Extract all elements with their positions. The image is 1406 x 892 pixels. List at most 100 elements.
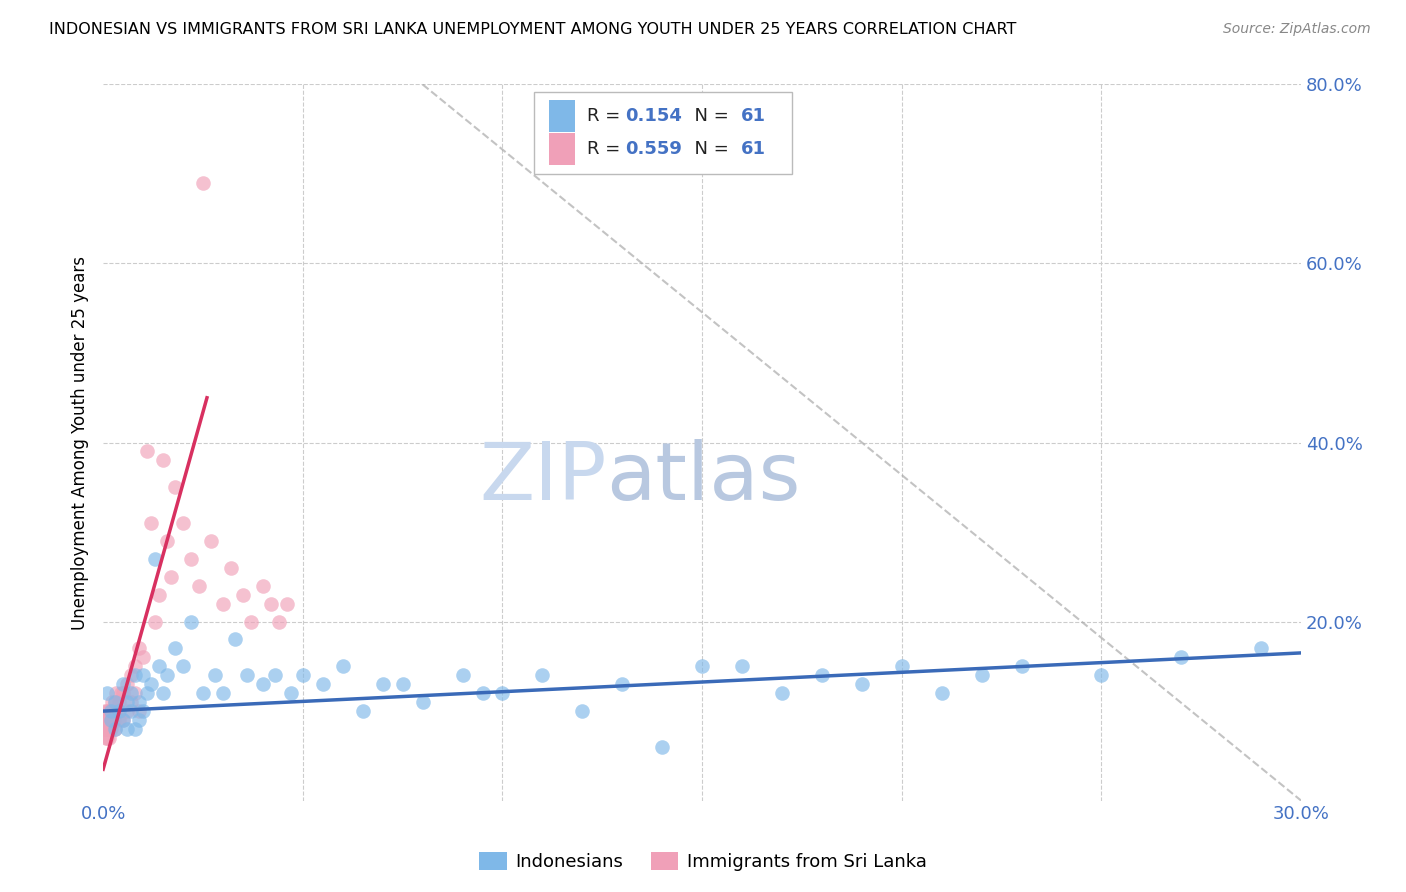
Point [132, 668, 155, 682]
Text: 61: 61 [741, 140, 765, 158]
Point [110, 686, 132, 700]
Point [371, 677, 394, 691]
Point [148, 659, 170, 673]
Point [1170, 650, 1192, 665]
Point [96, 704, 118, 718]
Point [172, 659, 194, 673]
Point [148, 588, 170, 602]
Point [98, 722, 121, 736]
Point [100, 704, 122, 718]
Text: atlas: atlas [606, 440, 800, 517]
Point [531, 668, 554, 682]
Point [252, 677, 274, 691]
Point [136, 444, 159, 458]
Point [100, 713, 122, 727]
Text: N =: N = [683, 140, 734, 158]
Point [143, 552, 166, 566]
Text: 0.154: 0.154 [626, 107, 682, 125]
Point [93, 722, 115, 736]
Point [690, 659, 713, 673]
Point [108, 704, 131, 718]
Point [97, 704, 120, 718]
Point [491, 686, 513, 700]
Point [1250, 641, 1272, 656]
Point [212, 597, 235, 611]
Point [191, 686, 214, 700]
Point [851, 677, 873, 691]
Point [224, 632, 246, 647]
Point [104, 695, 127, 709]
Point [101, 695, 124, 709]
Point [101, 704, 124, 718]
Point [811, 668, 834, 682]
Point [104, 695, 127, 709]
Point [219, 561, 242, 575]
Y-axis label: Unemployment Among Youth under 25 years: Unemployment Among Youth under 25 years [72, 255, 89, 630]
Text: R =: R = [588, 140, 626, 158]
Point [156, 668, 179, 682]
Point [1011, 659, 1033, 673]
Point [105, 704, 128, 718]
Point [232, 588, 254, 602]
Point [180, 552, 202, 566]
Point [105, 686, 128, 700]
Point [152, 453, 174, 467]
Point [100, 722, 122, 736]
Point [191, 176, 214, 190]
Text: ZIP: ZIP [479, 440, 606, 517]
Point [98, 704, 121, 718]
Point [160, 570, 183, 584]
Legend: Indonesians, Immigrants from Sri Lanka: Indonesians, Immigrants from Sri Lanka [472, 845, 934, 879]
Point [200, 534, 222, 549]
Point [163, 641, 186, 656]
Point [312, 677, 335, 691]
Point [571, 704, 593, 718]
Point [97, 722, 120, 736]
Point [120, 704, 142, 718]
Point [124, 659, 146, 673]
Point [267, 615, 290, 629]
Point [132, 704, 155, 718]
Point [120, 686, 142, 700]
FancyBboxPatch shape [548, 133, 575, 165]
Point [152, 686, 174, 700]
Point [890, 659, 912, 673]
Point [471, 686, 494, 700]
Point [124, 668, 146, 682]
Point [104, 722, 127, 736]
Point [108, 695, 131, 709]
Point [172, 516, 194, 530]
Point [115, 704, 138, 718]
Point [260, 597, 283, 611]
Point [612, 677, 634, 691]
Point [124, 722, 146, 736]
Point [128, 704, 150, 718]
Point [112, 713, 135, 727]
Point [236, 668, 259, 682]
Point [96, 722, 118, 736]
Point [128, 695, 150, 709]
Point [104, 722, 127, 736]
Point [112, 686, 135, 700]
Point [252, 579, 274, 593]
Point [103, 713, 125, 727]
Point [96, 686, 118, 700]
Point [98, 713, 121, 727]
FancyBboxPatch shape [548, 100, 575, 132]
Point [112, 677, 135, 691]
Point [970, 668, 993, 682]
Point [188, 579, 211, 593]
Point [94, 713, 117, 727]
FancyBboxPatch shape [534, 92, 792, 174]
Point [451, 668, 474, 682]
Point [212, 686, 235, 700]
Point [280, 686, 302, 700]
Point [156, 534, 179, 549]
Point [94, 704, 117, 718]
Point [96, 722, 118, 736]
Point [98, 713, 121, 727]
Point [101, 713, 124, 727]
Point [931, 686, 953, 700]
Point [115, 722, 138, 736]
Point [115, 677, 138, 691]
